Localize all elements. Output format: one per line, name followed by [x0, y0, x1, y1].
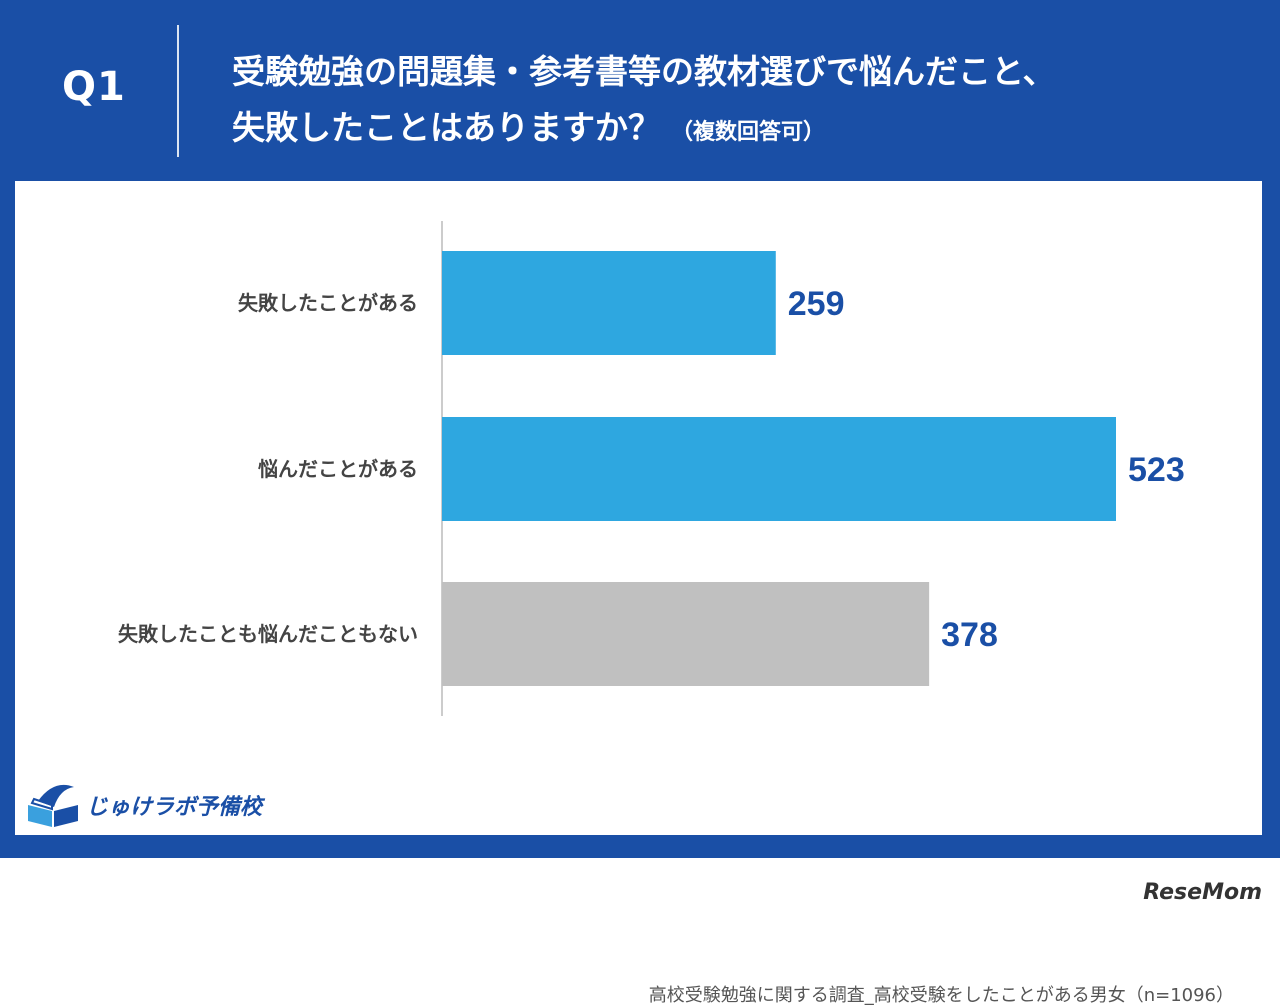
question-number: Q1 [62, 64, 126, 110]
resemom-watermark: ReseMom [1143, 880, 1262, 905]
category-label-2: 悩んだことがある [258, 457, 418, 481]
question-title-line2: 失敗したことはありますか？ （複数回答可） [232, 101, 825, 149]
category-label-3: 失敗したことも悩んだこともない [118, 622, 418, 646]
question-title-text: 失敗したことはありますか？ [232, 108, 661, 147]
brand-logo-text: じゅけラボ予備校 [86, 795, 263, 820]
bar-chart: 失敗したことがある 259 悩んだことがある 523 失敗したことも悩んだこともない 37… [118, 221, 1185, 716]
value-label-1: 259 [788, 285, 845, 323]
chart-panel: 失敗したことがある 259 悩んだことがある 523 失敗したことも悩んだこともない 37… [15, 181, 1262, 1006]
question-title-line1: 受験勉強の問題集・参考書等の教材選びで悩んだこと、 [232, 52, 1056, 91]
header-divider [177, 25, 179, 157]
source-note: 高校受験勉強に関する調査_高校受験をしたことがある男女（n=1096） [648, 985, 1234, 1006]
question-note: （複数回答可） [671, 120, 826, 145]
value-label-3: 378 [941, 616, 998, 654]
bar-2 [442, 417, 1116, 521]
book-icon [28, 784, 78, 827]
brand-logo: じゅけラボ予備校 [24, 775, 294, 831]
bar-3 [442, 582, 930, 686]
bar-1 [442, 251, 776, 355]
category-label-1: 失敗したことがある [238, 291, 418, 315]
value-label-2: 523 [1128, 451, 1185, 489]
